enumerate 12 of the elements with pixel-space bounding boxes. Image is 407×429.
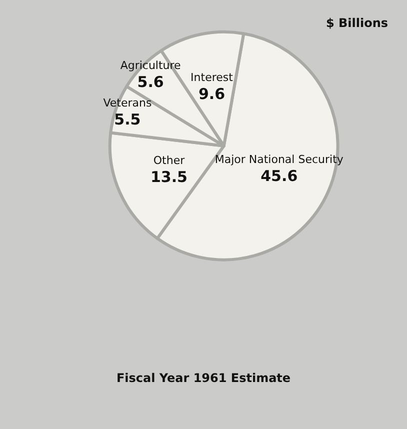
slice-label: Major National Security: [214, 153, 344, 166]
data-label: 5.6: [137, 72, 164, 91]
text: Fiscal Year 1961 Estimate: [116, 371, 291, 385]
data-label: 45.6: [260, 167, 298, 186]
chart-title: $ Billions: [326, 16, 388, 30]
data-label: 13.5: [150, 168, 188, 186]
slice-label: Veterans: [103, 96, 152, 110]
data-label: 9.6: [198, 85, 226, 104]
slice-label: Other: [153, 154, 186, 168]
slice-label: Agriculture: [120, 58, 182, 72]
slice-label: Interest: [190, 71, 234, 84]
data-label: 5.5: [114, 110, 141, 129]
